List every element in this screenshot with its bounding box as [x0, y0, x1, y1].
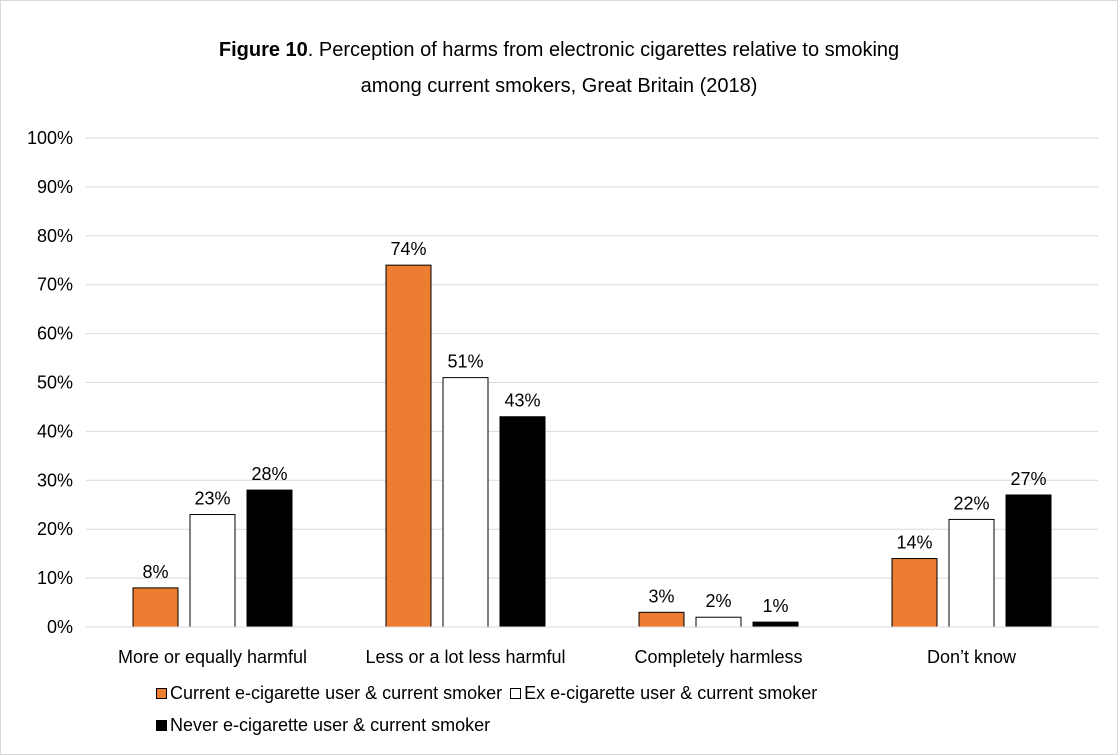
data-label-current: 74% [390, 239, 426, 259]
x-category-label: Completely harmless [634, 647, 802, 667]
bar-ex [442, 377, 489, 628]
legend-row-1: Current e-cigarette user & current smoke… [156, 683, 825, 704]
data-label-current: 14% [896, 533, 932, 553]
legend-item-never: Never e-cigarette user & current smoker [156, 715, 490, 736]
bar-current [385, 264, 432, 628]
data-label-ex: 2% [705, 591, 731, 611]
y-tick-label: 0% [47, 617, 73, 637]
legend-swatch-current [156, 688, 167, 699]
y-tick-label: 40% [37, 421, 73, 441]
title-line-2: among current smokers, Great Britain (20… [360, 75, 758, 97]
legend-item-ex: Ex e-cigarette user & current smoker [510, 683, 817, 704]
bar-never [246, 489, 293, 628]
y-tick-label: 100% [27, 128, 73, 148]
x-category-label: Don’t know [927, 647, 1017, 667]
title-line-1: Figure 10. Perception of harms from elec… [0, 32, 1118, 68]
bar-current [891, 558, 938, 628]
data-label-never: 43% [504, 391, 540, 411]
data-label-never: 28% [251, 464, 287, 484]
y-tick-label: 90% [37, 177, 73, 197]
chart-title: Figure 10. Perception of harms from elec… [0, 32, 1118, 104]
legend-label-current: Current e-cigarette user & current smoke… [170, 683, 503, 703]
data-label-never: 1% [762, 596, 788, 616]
data-label-never: 27% [1010, 469, 1046, 489]
legend-item-current: Current e-cigarette user & current smoke… [156, 683, 502, 704]
data-label-ex: 22% [953, 493, 989, 513]
title-text-1: . Perception of harms from electronic ci… [307, 39, 900, 61]
y-tick-label: 50% [37, 373, 73, 393]
legend-label-never: Never e-cigarette user & current smoker [170, 715, 491, 735]
bar-never [752, 621, 799, 628]
data-label-ex: 51% [447, 352, 483, 372]
x-category-label: More or equally harmful [118, 647, 307, 667]
legend-swatch-never [156, 720, 167, 731]
legend-row-2: Never e-cigarette user & current smoker [156, 715, 498, 736]
bar-never [499, 416, 546, 628]
data-label-ex: 23% [194, 489, 230, 509]
y-tick-label: 10% [37, 568, 73, 588]
bar-current [638, 611, 685, 628]
y-tick-label: 30% [37, 470, 73, 490]
bar-ex [948, 518, 995, 628]
bar-never [1005, 494, 1052, 628]
y-tick-label: 80% [37, 226, 73, 246]
bar-ex [189, 514, 236, 628]
y-tick-label: 20% [37, 519, 73, 539]
y-tick-label: 60% [37, 324, 73, 344]
legend-label-ex: Ex e-cigarette user & current smoker [524, 683, 818, 703]
x-category-label: Less or a lot less harmful [365, 647, 565, 667]
bar-ex [695, 616, 742, 628]
y-tick-label: 70% [37, 275, 73, 295]
bar-current [132, 587, 179, 628]
legend-swatch-ex [510, 688, 522, 699]
data-label-current: 8% [142, 562, 168, 582]
figure-number: Figure 10 [218, 39, 308, 61]
data-label-current: 3% [648, 586, 674, 606]
